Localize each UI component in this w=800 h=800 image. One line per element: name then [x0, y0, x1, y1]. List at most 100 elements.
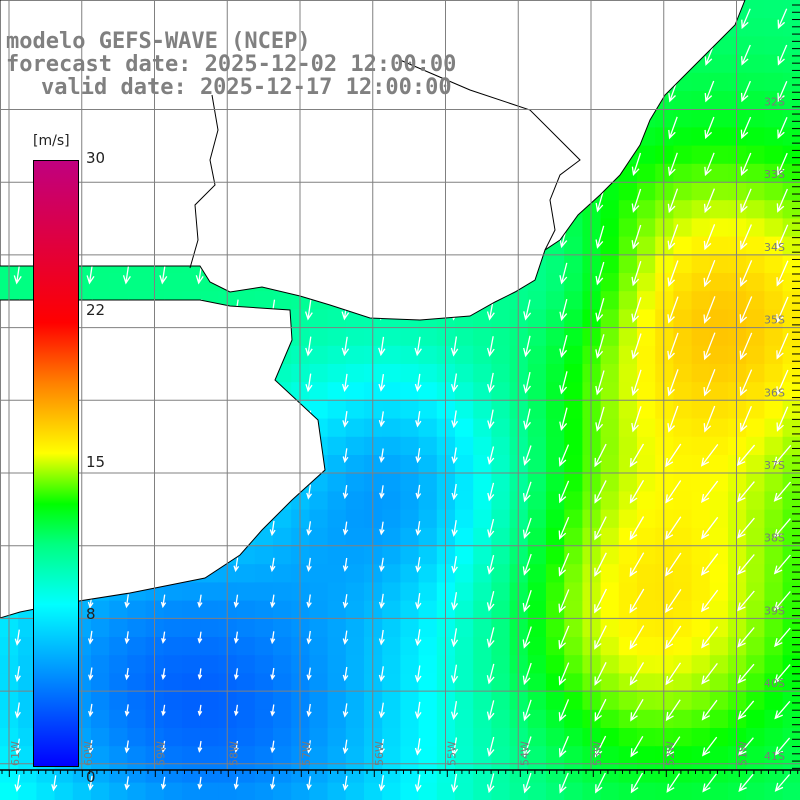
wind-speed-cell: [436, 418, 456, 438]
wind-speed-cell: [618, 291, 638, 310]
wind-speed-cell: [618, 782, 638, 800]
wind-arrow: [631, 297, 642, 323]
wind-speed-cell: [364, 455, 383, 474]
wind-arrow: [774, 664, 791, 684]
wind-speed-cell: [600, 327, 620, 347]
wind-speed-cell: [473, 509, 492, 529]
wind-speed-cell: [291, 364, 310, 383]
wind-speed-cell: [709, 54, 729, 74]
wind-speed-cell: [273, 527, 292, 547]
wind-speed-cell: [600, 218, 620, 238]
wind-speed-cell: [436, 600, 456, 620]
wind-speed-cell: [746, 327, 765, 347]
wind-speed-cell: [637, 455, 656, 474]
wind-speed-cell: [291, 327, 310, 347]
wind-speed-cell: [91, 600, 110, 620]
wind-speed-cell: [546, 291, 565, 310]
wind-speed-cell: [254, 764, 274, 784]
wind-speed-cell: [673, 91, 693, 110]
wind-speed-cell: [527, 327, 547, 347]
wind-arrow: [161, 631, 167, 644]
wind-speed-cell: [145, 782, 165, 800]
wind-speed-cell: [345, 418, 365, 438]
wind-speed-cell: [382, 764, 401, 784]
wind-speed-cell: [309, 309, 329, 329]
wind-speed-cell: [364, 382, 383, 401]
wind-speed-cell: [673, 236, 693, 256]
wind-speed-cell: [746, 436, 765, 456]
wind-speed-cell: [582, 455, 602, 474]
wind-arrow: [629, 625, 645, 650]
wind-speed-cell: [436, 564, 456, 583]
wind-speed-cell: [418, 564, 438, 583]
wind-speed-cell: [746, 309, 765, 329]
wind-speed-cell: [509, 655, 529, 674]
wind-speed-cell: [291, 546, 310, 565]
wind-arrow: [414, 373, 422, 393]
wind-arrow: [342, 775, 349, 791]
wind-speed-cell: [782, 746, 800, 765]
wind-arrow: [776, 296, 789, 324]
wind-speed-cell: [618, 418, 638, 438]
wind-speed-cell: [491, 655, 511, 674]
wind-speed-cell: [327, 564, 347, 583]
wind-speed-cell: [709, 400, 729, 420]
wind-speed-cell: [673, 764, 693, 784]
wind-arrow: [739, 332, 753, 361]
wind-speed-cell: [400, 527, 420, 547]
longitude-label: 55W: [446, 741, 459, 766]
wind-speed-cell: [436, 491, 456, 511]
wind-speed-cell: [436, 709, 456, 729]
wind-speed-cell: [236, 746, 256, 765]
wind-speed-cell: [618, 600, 638, 620]
wind-arrow: [631, 188, 642, 213]
wind-speed-cell: [200, 637, 219, 656]
wind-speed-cell: [345, 673, 365, 693]
wind-speed-cell: [728, 273, 747, 292]
wind-speed-cell: [364, 327, 383, 347]
wind-speed-cell: [728, 91, 747, 110]
wind-speed-cell: [637, 309, 656, 329]
wind-speed-cell: [436, 473, 456, 492]
wind-speed-cell: [491, 782, 511, 800]
wind-speed-cell: [400, 600, 420, 620]
wind-speed-cell: [746, 345, 765, 365]
wind-speed-cell: [728, 345, 747, 365]
wind-arrow: [631, 261, 642, 287]
wind-speed-cell: [600, 637, 620, 656]
wind-speed-cell: [709, 782, 729, 800]
wind-speed-cell: [709, 273, 729, 292]
wind-speed-cell: [618, 364, 638, 383]
wind-arrow: [233, 668, 239, 680]
wind-speed-cell: [127, 709, 147, 729]
wind-speed-cell: [364, 564, 383, 583]
wind-arrow: [269, 557, 276, 573]
wind-speed-cell: [509, 546, 529, 565]
wind-speed-cell: [200, 673, 219, 693]
wind-arrow: [487, 518, 495, 538]
wind-speed-cell: [527, 728, 547, 747]
wind-speed-cell: [673, 127, 693, 147]
wind-speed-cell: [400, 637, 420, 656]
wind-speed-cell: [291, 746, 310, 765]
wind-speed-cell: [527, 709, 547, 729]
wind-arrow: [270, 594, 276, 609]
wind-arrow: [233, 776, 239, 790]
wind-speed-cell: [764, 546, 784, 565]
wind-speed-cell: [618, 655, 638, 674]
wind-speed-cell: [163, 273, 183, 292]
wind-speed-cell: [746, 18, 765, 37]
wind-speed-cell: [782, 236, 800, 256]
latitude-label: 40S: [764, 677, 785, 690]
wind-speed-cell: [600, 309, 620, 329]
wind-speed-cell: [382, 327, 401, 347]
wind-arrow: [740, 224, 752, 251]
wind-speed-cell: [673, 218, 693, 238]
wind-speed-cell: [455, 527, 474, 547]
wind-speed-cell: [637, 746, 656, 765]
wind-speed-cell: [764, 728, 784, 747]
wind-speed-cell: [309, 600, 329, 620]
wind-speed-cell: [382, 400, 401, 420]
wind-speed-cell: [582, 782, 602, 800]
wind-arrow: [197, 594, 203, 608]
